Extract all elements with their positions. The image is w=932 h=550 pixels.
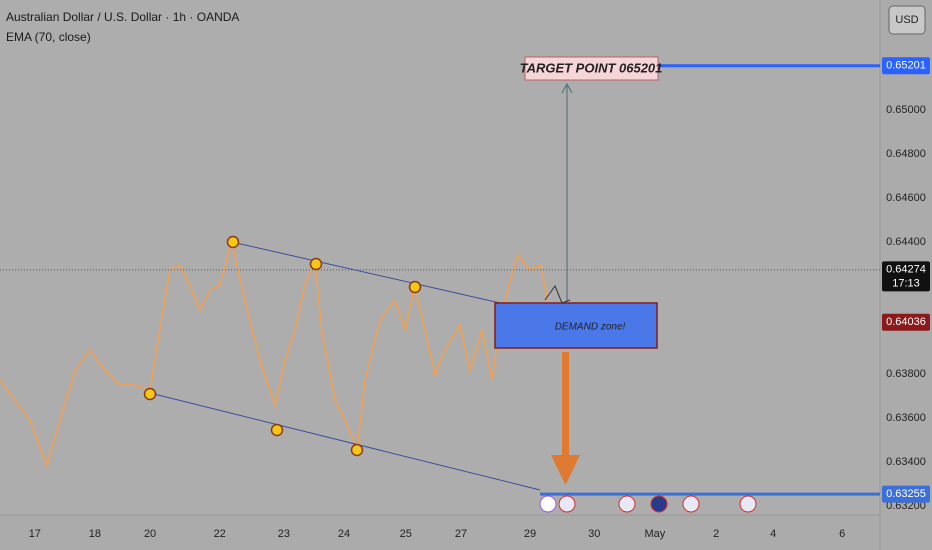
price-tag-label: 0.63255 (886, 488, 926, 500)
y-tick-label: 0.64600 (886, 192, 926, 204)
pivot (309, 257, 323, 271)
event-icon (558, 495, 576, 513)
pivot (143, 387, 157, 401)
demand-zone (494, 302, 658, 349)
pivot (226, 235, 240, 249)
event-icon (650, 495, 668, 513)
x-tick-label: 25 (400, 528, 412, 540)
price-tag-label: 0.65201 (886, 60, 926, 72)
plot-area (0, 0, 880, 515)
event-icon (618, 495, 636, 513)
y-tick-label: 0.63800 (886, 368, 926, 380)
price-line (0, 241, 549, 468)
target-label: TARGET POINT 065201 (520, 60, 663, 75)
target-arrow-head (561, 82, 573, 94)
price-tag-label: 0.64036 (886, 316, 926, 328)
x-tick-label: 24 (338, 528, 350, 540)
x-tick-label: 18 (89, 528, 101, 540)
x-tick-label: 4 (770, 528, 776, 540)
event-icon (539, 495, 557, 513)
x-tick-label: 29 (524, 528, 536, 540)
price-tag-label: 0.64274 (886, 264, 926, 276)
currency-label[interactable]: USD (895, 14, 918, 26)
channel-upper (231, 241, 501, 304)
y-tick-label: 0.63200 (886, 500, 926, 512)
x-tick-label: 27 (455, 528, 467, 540)
price-tag (882, 313, 930, 331)
y-tick-label: 0.64400 (886, 236, 926, 248)
price-tag (882, 261, 930, 292)
event-icon (739, 495, 757, 513)
demand-label: DEMAND zone! (555, 322, 626, 333)
pivot (350, 443, 364, 457)
target-box (524, 56, 659, 81)
pivot (408, 280, 422, 294)
x-tick-label: 30 (588, 528, 600, 540)
x-tick-label: 23 (278, 528, 290, 540)
chart-title: Australian Dollar / U.S. Dollar · 1h · O… (6, 10, 239, 24)
events (539, 495, 757, 513)
currency-button[interactable] (888, 5, 926, 35)
price-timer: 17:13 (892, 278, 920, 290)
indicator-label: EMA (70, close) (6, 30, 91, 44)
x-tick-label: 6 (839, 528, 845, 540)
down-arrow-head (551, 455, 580, 485)
channel-lower (149, 392, 541, 491)
pivot (270, 423, 284, 437)
event-icon (682, 495, 700, 513)
x-tick-label: May (645, 528, 666, 540)
x-tick-label: 17 (29, 528, 41, 540)
y-tick-label: 0.63400 (886, 456, 926, 468)
y-tick-label: 0.64800 (886, 148, 926, 160)
y-tick-label: 0.63600 (886, 412, 926, 424)
x-tick-label: 20 (144, 528, 156, 540)
path-sketch (544, 284, 571, 304)
price-tag (882, 485, 930, 503)
x-tick-label: 2 (713, 528, 719, 540)
price-tag (882, 57, 930, 75)
pivots (143, 235, 422, 457)
y-tick-label: 0.65000 (886, 104, 926, 116)
x-tick-label: 22 (214, 528, 226, 540)
down-arrow (562, 352, 569, 457)
